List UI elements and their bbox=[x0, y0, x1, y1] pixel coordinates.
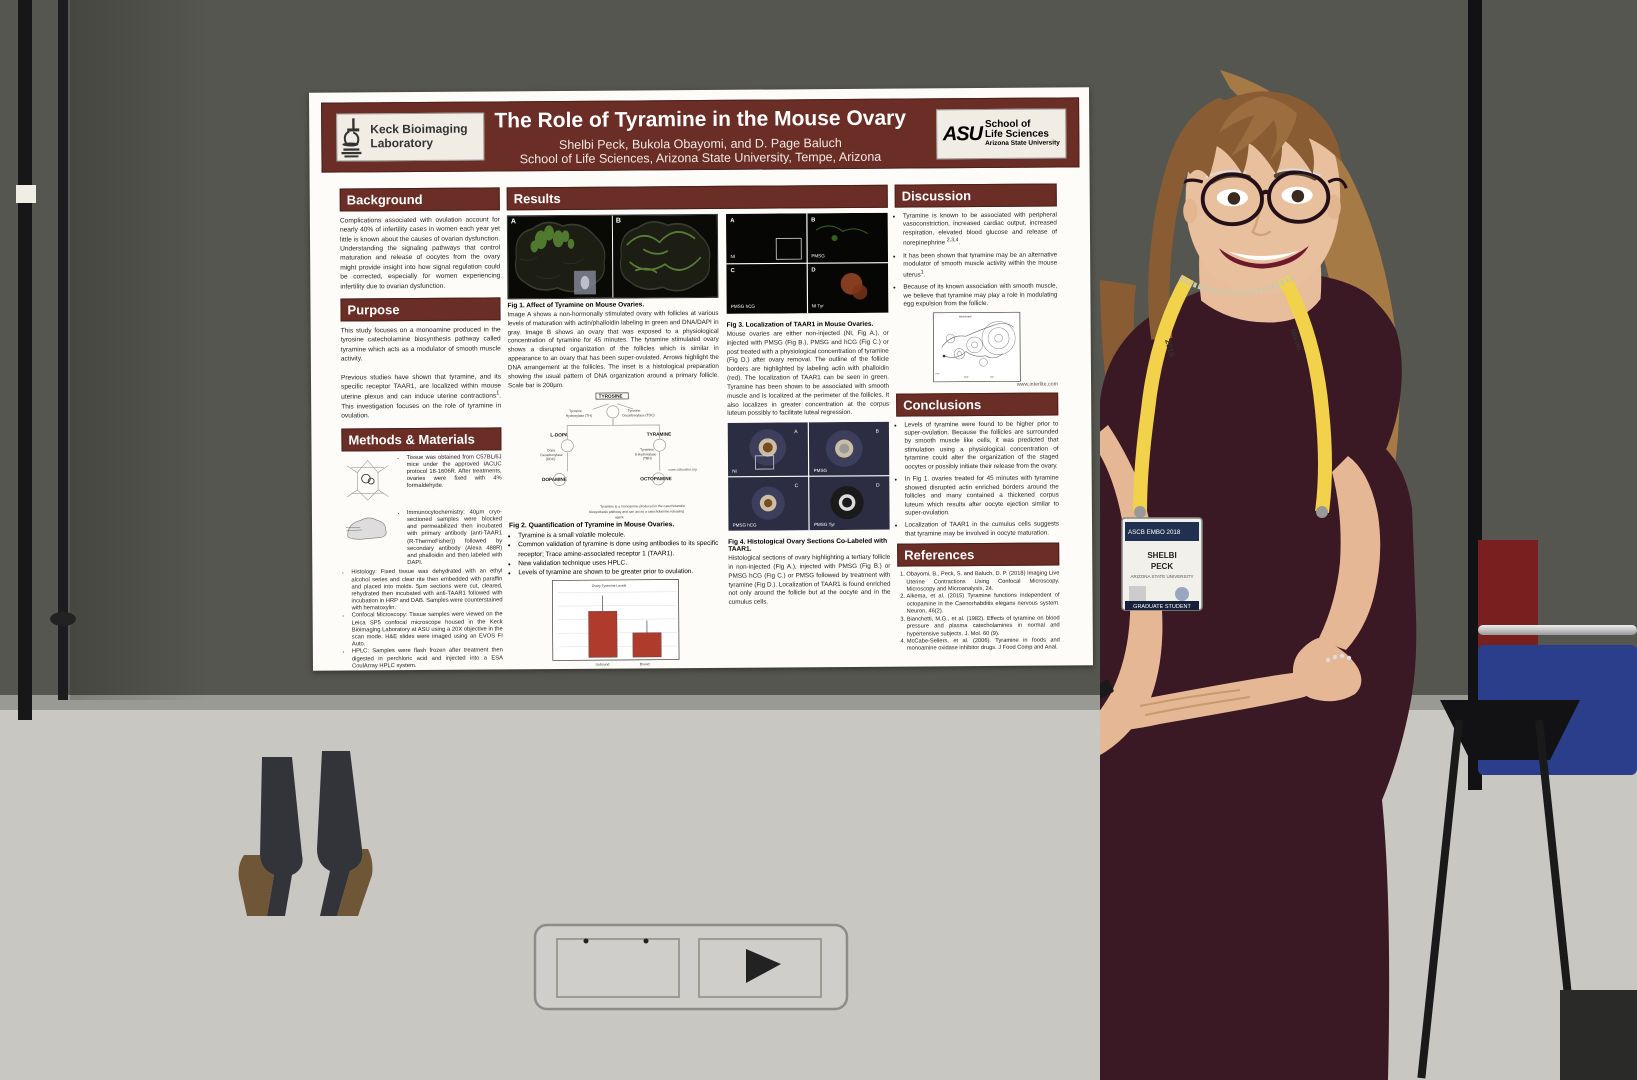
svg-text:Hydroxylase (TH): Hydroxylase (TH) bbox=[565, 414, 591, 418]
svg-text:C: C bbox=[795, 483, 799, 489]
svg-text:B: B bbox=[811, 218, 815, 224]
svg-text:OCTOPAMINE: OCTOPAMINE bbox=[640, 476, 671, 481]
svg-text:(TBH): (TBH) bbox=[642, 457, 651, 461]
svg-text:Dopa: Dopa bbox=[547, 449, 555, 453]
svg-text:Bound: Bound bbox=[639, 662, 649, 666]
svg-text:TYRAMINE: TYRAMINE bbox=[646, 432, 671, 437]
svg-text:(DDC): (DDC) bbox=[545, 457, 555, 461]
svg-text:NI: NI bbox=[732, 469, 737, 474]
svg-text:Ovary Tyramine Levels: Ovary Tyramine Levels bbox=[591, 583, 626, 587]
svg-text:PMSG: PMSG bbox=[811, 253, 825, 258]
svg-text:Tyramine is a monoamine produc: Tyramine is a monoamine produced in the … bbox=[600, 504, 685, 509]
svg-text:D: D bbox=[811, 268, 815, 274]
svg-text:Tyrosine: Tyrosine bbox=[569, 409, 582, 413]
svg-text:PMSG hCG: PMSG hCG bbox=[733, 523, 757, 528]
svg-text:PMSG: PMSG bbox=[814, 468, 828, 473]
svg-text:L-DOPA: L-DOPA bbox=[550, 433, 568, 438]
svg-text:Tyrosine: Tyrosine bbox=[627, 409, 640, 413]
svg-text:NI: NI bbox=[730, 254, 735, 259]
svg-text:NI Tyr: NI Tyr bbox=[812, 303, 825, 308]
svg-text:biosynthesis pathway and can a: biosynthesis pathway and can act as a ca… bbox=[589, 510, 684, 515]
svg-text:www.sdbonline.org: www.sdbonline.org bbox=[668, 468, 696, 472]
svg-text:Unbound: Unbound bbox=[595, 662, 609, 666]
svg-text:Tyramine: Tyramine bbox=[640, 448, 654, 452]
svg-text:TYROSINE: TYROSINE bbox=[598, 394, 622, 399]
svg-text:PMSG hCG: PMSG hCG bbox=[731, 304, 756, 309]
svg-text:Decarboxylase (TDC): Decarboxylase (TDC) bbox=[622, 414, 654, 418]
svg-text:DOPAMINE: DOPAMINE bbox=[541, 477, 566, 482]
svg-text:agent.: agent. bbox=[614, 516, 623, 520]
svg-text:PMSG Tyr: PMSG Tyr bbox=[814, 522, 835, 527]
svg-text:D: D bbox=[876, 483, 880, 489]
